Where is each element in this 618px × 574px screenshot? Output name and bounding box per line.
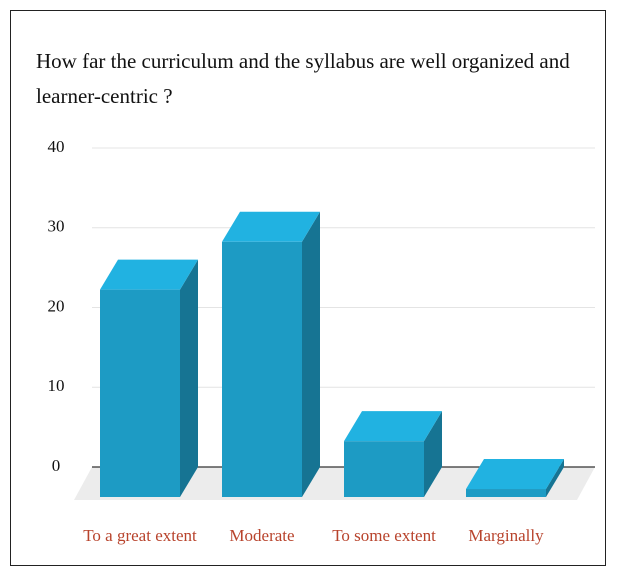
bar-top: [100, 259, 198, 290]
y-tick-label: 0: [52, 456, 61, 475]
y-tick-label: 20: [48, 296, 65, 315]
bar: [344, 441, 424, 497]
bar-top: [222, 211, 320, 242]
bar-side: [180, 259, 198, 497]
y-tick-label: 40: [48, 137, 65, 156]
floor: [74, 467, 595, 500]
bar-side: [302, 211, 320, 498]
chart-title: How far the curriculum and the syllabus …: [36, 49, 570, 108]
bar: [100, 289, 180, 497]
y-tick-label: 30: [48, 217, 65, 236]
bar: [466, 489, 546, 497]
x-tick-label: Marginally: [468, 526, 544, 545]
y-tick-label: 10: [48, 376, 65, 395]
x-tick-label: To a great extent: [83, 526, 197, 545]
bar-side: [424, 411, 442, 497]
bar: [222, 241, 302, 497]
bar-top: [466, 459, 564, 490]
chart-frame: [10, 10, 606, 566]
x-tick-label: Moderate: [229, 526, 294, 545]
bar-top: [344, 411, 442, 442]
bar-side: [546, 459, 564, 497]
x-tick-label: To some extent: [332, 526, 436, 545]
